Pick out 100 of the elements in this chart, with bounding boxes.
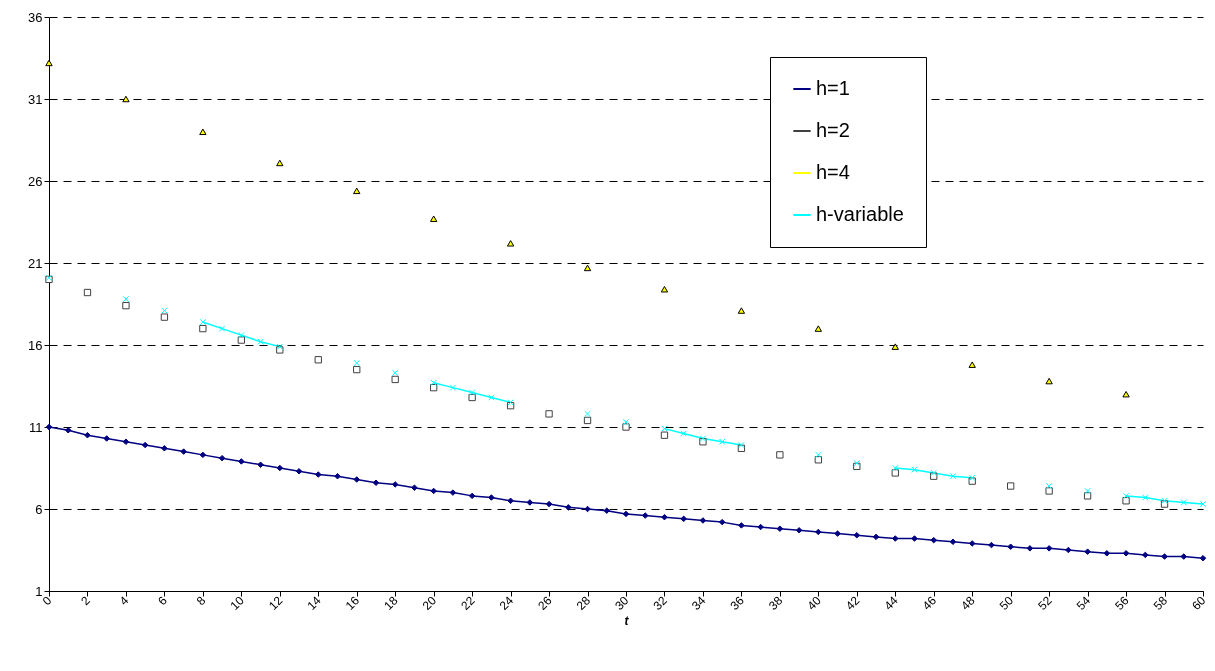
x-tick-label: 30 [612, 593, 632, 613]
y-tick-label: 1 [35, 583, 43, 599]
point [949, 472, 957, 480]
x-tick-label: 24 [496, 593, 517, 613]
point [238, 331, 245, 339]
x-tick-label: 32 [650, 593, 671, 613]
point [488, 394, 495, 401]
point [1084, 487, 1091, 495]
point [1122, 492, 1130, 500]
point [622, 423, 630, 431]
point [584, 410, 591, 418]
point [391, 375, 399, 384]
point [814, 325, 822, 332]
x-tick-label: 12 [265, 593, 286, 613]
x-tick-label: 38 [765, 593, 786, 613]
x-tick-label: 34 [689, 593, 709, 613]
point [545, 410, 553, 418]
x-tick-label: 54 [1073, 593, 1094, 613]
x-tick-label: 10 [227, 593, 248, 613]
x-tick-label: 44 [881, 593, 901, 613]
x-tick-label: 20 [419, 593, 440, 613]
x-tick-label: 16 [342, 593, 363, 613]
point [430, 379, 437, 386]
point [661, 425, 668, 432]
point [257, 338, 264, 345]
x-tick-label: 4 [116, 593, 132, 609]
legend-label: h=4 [816, 161, 850, 183]
point [353, 187, 361, 195]
point [237, 336, 245, 344]
point [815, 451, 822, 459]
point [718, 438, 726, 445]
y-tick-label: 26 [28, 173, 43, 189]
point [122, 95, 130, 103]
x-tick-label: 52 [1035, 593, 1055, 613]
point [699, 435, 707, 442]
y-tick-label: 31 [28, 91, 43, 107]
legend-label: h=1 [816, 77, 850, 99]
point [583, 264, 592, 272]
point [199, 128, 207, 136]
y-tick-label: 6 [35, 501, 43, 517]
x-tick-label: 56 [1112, 593, 1132, 613]
point [737, 307, 746, 314]
point [122, 295, 130, 303]
point [468, 389, 476, 396]
point [1083, 492, 1092, 500]
point [276, 343, 284, 350]
point [680, 430, 687, 437]
point [276, 159, 284, 167]
x-tick-label: 50 [996, 593, 1017, 613]
point [161, 307, 168, 314]
point [218, 325, 226, 332]
point [1045, 482, 1053, 490]
point [449, 384, 457, 391]
point [122, 301, 130, 310]
x-tick-label: 26 [535, 593, 555, 613]
point [199, 324, 207, 333]
y-tick-label: 21 [28, 255, 43, 271]
point [1122, 390, 1130, 398]
point [1180, 499, 1188, 506]
y-tick-label: 11 [29, 419, 43, 435]
point [968, 361, 976, 368]
point [660, 286, 669, 293]
legend-label: h=2 [816, 119, 850, 141]
x-tick-label: 28 [573, 593, 594, 613]
point [506, 240, 515, 247]
point [507, 399, 514, 406]
x-tick-label: 14 [304, 593, 324, 613]
point [353, 359, 360, 367]
point [776, 451, 784, 459]
point [391, 369, 399, 377]
point [1007, 482, 1015, 490]
x-tick-label: 60 [1189, 593, 1209, 613]
point [891, 343, 899, 350]
point [430, 215, 438, 222]
point [1045, 377, 1053, 385]
point [353, 365, 361, 374]
x-tick-label: 58 [1150, 593, 1171, 613]
point [891, 469, 899, 477]
x-tick-label: 46 [919, 593, 940, 613]
point [911, 466, 918, 473]
x-tick-label: 22 [458, 593, 478, 613]
point [660, 431, 669, 439]
point [199, 318, 207, 326]
x-tick-label: 6 [155, 593, 171, 609]
x-tick-label: 2 [78, 593, 94, 609]
point [892, 464, 899, 472]
x-tick-label: 40 [804, 593, 825, 613]
legend-label: h-variable [816, 203, 904, 225]
point [83, 288, 92, 297]
point [160, 313, 169, 321]
x-tick-label: 48 [958, 593, 978, 613]
y-tick-label: 36 [28, 9, 43, 25]
point [583, 416, 592, 425]
x-tick-label: 36 [727, 593, 748, 613]
point [45, 59, 53, 67]
x-tick-label: 18 [381, 593, 401, 613]
point [1142, 494, 1149, 501]
x-axis-title: t [624, 614, 630, 629]
x-tick-label: 8 [193, 593, 209, 609]
x-tick-label: 42 [842, 593, 863, 613]
